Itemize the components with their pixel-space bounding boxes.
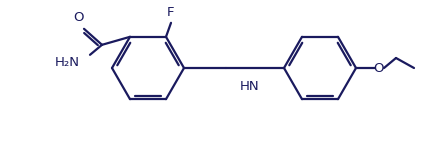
Text: H₂N: H₂N bbox=[55, 56, 80, 69]
Text: F: F bbox=[167, 6, 175, 19]
Text: O: O bbox=[74, 11, 84, 24]
Text: O: O bbox=[373, 61, 383, 75]
Text: HN: HN bbox=[240, 80, 260, 93]
